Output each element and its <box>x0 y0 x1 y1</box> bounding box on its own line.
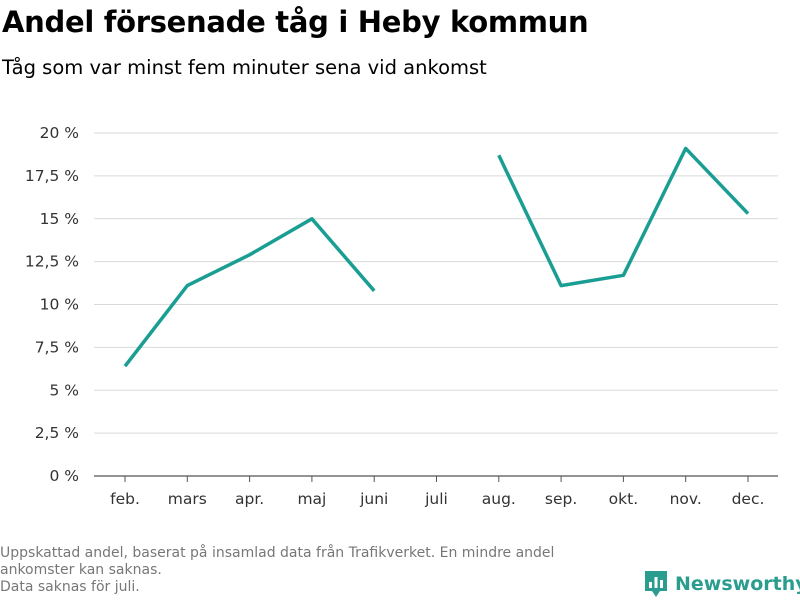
footnote-line-3: Data saknas för juli. <box>0 579 140 595</box>
y-tick-label: 17,5 % <box>25 167 79 185</box>
footnote: Uppskattad andel, baserat på insamlad da… <box>0 545 640 596</box>
y-tick-label: 15 % <box>40 210 79 228</box>
x-tick-label: feb. <box>110 490 140 508</box>
y-tick-label: 0 % <box>49 467 79 485</box>
newsworthy-brand: Newsworthy <box>643 569 800 599</box>
y-tick-label: 2,5 % <box>35 424 79 442</box>
x-tick-label: juni <box>359 490 388 508</box>
x-tick-label: aug. <box>482 490 516 508</box>
x-tick-label: okt. <box>609 490 638 508</box>
y-gridlines <box>94 132 778 477</box>
series-line-segment <box>123 217 376 368</box>
x-tick-label: dec. <box>732 490 765 508</box>
x-tick-label: nov. <box>670 490 702 508</box>
x-axis-tick-labels: feb. mars apr. maj juni juli aug. sep. okt. nov. d… <box>110 490 764 508</box>
x-tick-label: mars <box>168 490 207 508</box>
brand-name: Newsworthy <box>675 573 800 595</box>
chart-title: Andel försenade tåg i Heby kommun <box>2 5 589 39</box>
footnote-line-2: ankomster kan saknas. <box>0 562 162 578</box>
x-tick-label: apr. <box>235 490 264 508</box>
series-lines <box>123 146 750 368</box>
newsworthy-logo-icon <box>645 571 667 597</box>
y-tick-label: 7,5 % <box>35 338 79 356</box>
y-tick-label: 5 % <box>49 381 79 399</box>
series-line-segment <box>497 146 750 288</box>
y-tick-label: 10 % <box>40 296 79 314</box>
chart-subtitle: Tåg som var minst fem minuter sena vid a… <box>2 56 487 79</box>
y-axis-tick-labels: 0 % 2,5 % 5 % 7,5 % 10 % 12,5 % 15 % 17,5 % 20 % <box>25 124 79 485</box>
x-axis-ticks <box>124 476 749 482</box>
y-tick-label: 20 % <box>40 124 79 142</box>
x-tick-label: maj <box>297 490 326 508</box>
line-chart: 0 % 2,5 % 5 % 7,5 % 10 % 12,5 % 15 % 17,5 % 20 %… <box>25 124 778 508</box>
x-tick-label: sep. <box>545 490 577 508</box>
footnote-line-1: Uppskattad andel, baserat på insamlad da… <box>0 545 555 561</box>
y-tick-label: 12,5 % <box>25 253 79 271</box>
x-tick-label: juli <box>424 490 448 508</box>
